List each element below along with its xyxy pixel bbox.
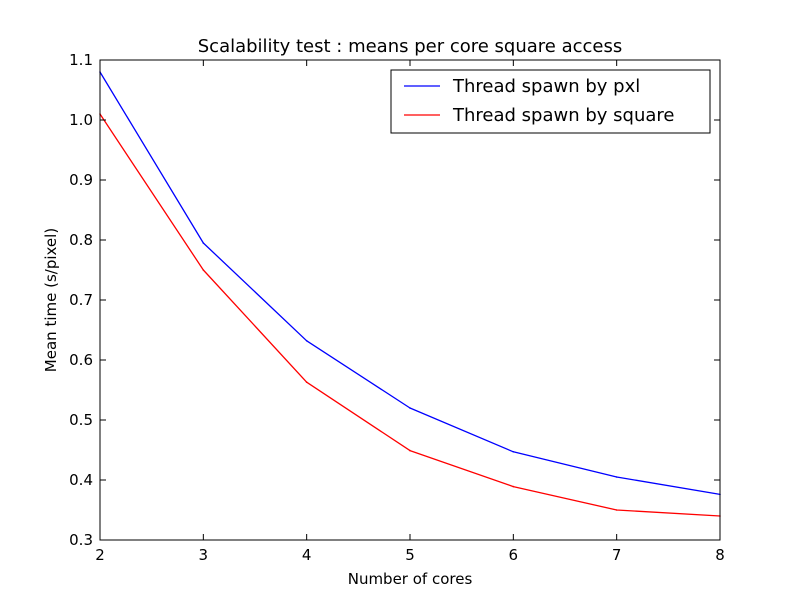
y-tick-label: 0.9 — [69, 171, 93, 189]
x-tick-label: 8 — [715, 546, 725, 564]
x-tick-label: 2 — [95, 546, 105, 564]
data-point-0-3 — [409, 407, 411, 409]
legend: Thread spawn by pxl Thread spawn by squa… — [390, 69, 711, 134]
data-point-0-2 — [305, 340, 308, 342]
x-tick-label: 3 — [199, 546, 209, 564]
data-point-1-4 — [512, 485, 515, 488]
data-point-0-4 — [512, 451, 515, 453]
series-layer — [99, 71, 721, 517]
y-tick-label: 0.3 — [69, 531, 93, 549]
x-axis: 2 3 4 5 6 7 8 — [95, 60, 725, 564]
data-point-1-1 — [202, 269, 205, 271]
y-tick-label: 0.8 — [69, 231, 93, 249]
x-tick-label: 6 — [509, 546, 519, 564]
legend-frame — [390, 69, 711, 134]
x-tick-label: 7 — [612, 546, 622, 564]
x-axis-title: Number of cores — [348, 570, 473, 588]
data-point-0-1 — [202, 242, 205, 244]
y-axis-title: Mean time (s/pixel) — [42, 228, 60, 372]
legend-label-0: Thread spawn by pxl — [452, 76, 640, 97]
chart-title: Scalability test : means per core square… — [198, 36, 623, 57]
x-tick-label: 4 — [302, 546, 312, 564]
y-tick-label: 0.7 — [69, 291, 93, 309]
legend-label-1: Thread spawn by square — [452, 105, 674, 126]
data-point-1-2 — [305, 381, 308, 384]
data-point-1-3 — [409, 449, 411, 452]
y-tick-label: 0.6 — [69, 351, 93, 369]
data-point-0-5 — [615, 476, 618, 478]
y-axis: 0.3 0.4 0.5 0.6 0.7 0.8 0.9 1.0 1.1 — [69, 51, 720, 549]
y-tick-label: 1.1 — [69, 51, 93, 69]
y-tick-label: 1.0 — [69, 111, 93, 129]
y-tick-label: 0.4 — [69, 471, 93, 489]
data-point-1-5 — [615, 509, 618, 511]
x-tick-label: 5 — [405, 546, 415, 564]
y-tick-label: 0.5 — [69, 411, 93, 429]
